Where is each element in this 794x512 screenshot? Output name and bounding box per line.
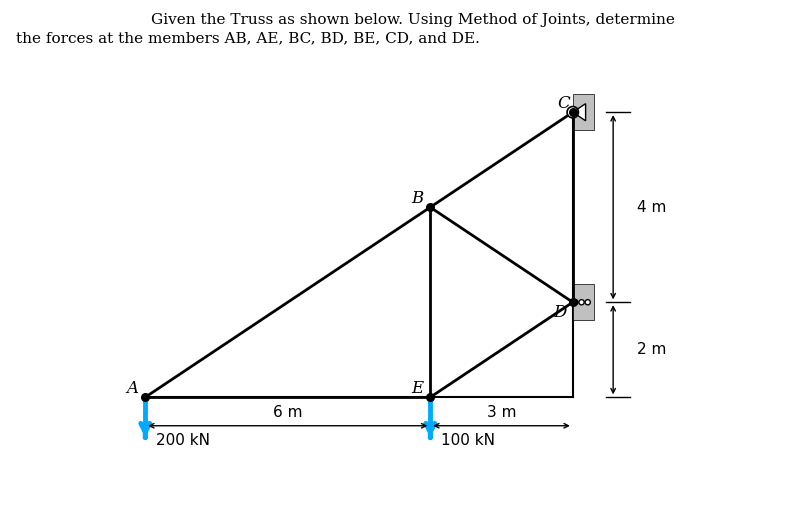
Text: 100 kN: 100 kN [441,433,495,448]
Text: D: D [553,304,566,321]
Text: 3 m: 3 m [487,405,516,420]
Text: the forces at the members AB, AE, BC, BD, BE, CD, and DE.: the forces at the members AB, AE, BC, BD… [16,32,480,46]
Text: 2 m: 2 m [637,342,666,357]
Circle shape [572,300,578,305]
Circle shape [585,300,591,305]
Text: 6 m: 6 m [273,405,303,420]
Polygon shape [572,103,586,121]
Text: E: E [410,380,423,397]
Text: C: C [558,95,571,112]
Circle shape [567,106,579,118]
Bar [572,285,594,320]
Text: 200 kN: 200 kN [156,433,210,448]
Text: Given the Truss as shown below. Using Method of Joints, determine: Given the Truss as shown below. Using Me… [151,13,675,27]
Text: B: B [410,190,423,207]
Bar [572,94,594,130]
Text: A: A [126,380,138,397]
Text: 4 m: 4 m [637,200,666,215]
Circle shape [579,300,584,305]
